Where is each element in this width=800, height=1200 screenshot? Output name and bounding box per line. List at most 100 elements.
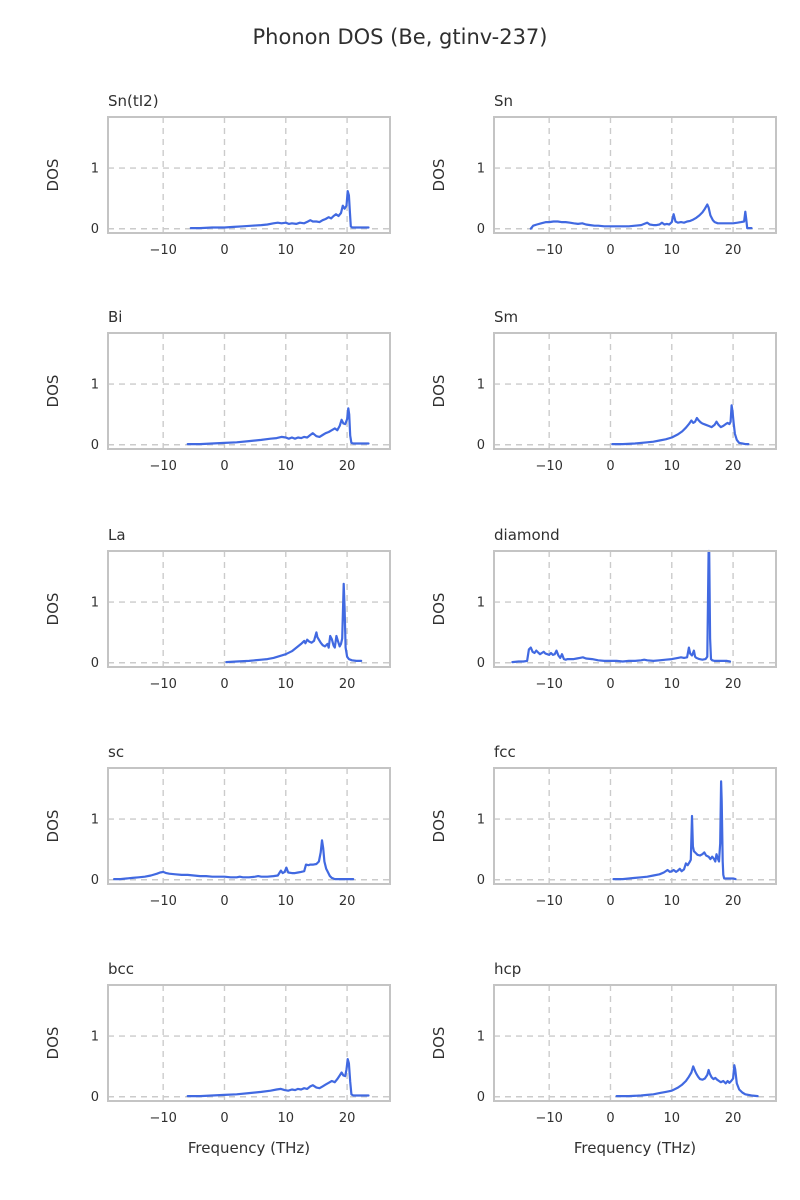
plot-border bbox=[107, 984, 391, 1102]
plot-svg: fcc DOS −10 0 10 20 0 1 bbox=[430, 743, 777, 909]
y-tick-label: 0 bbox=[477, 222, 485, 237]
dos-curve bbox=[611, 404, 750, 446]
subplot-hcp: hcp DOS −10 0 10 20 0 1 Frequency (THz) bbox=[426, 950, 800, 1167]
x-tick-label: 10 bbox=[664, 243, 681, 258]
y-tick-label: 1 bbox=[91, 596, 99, 611]
plot-svg: diamond DOS −10 0 10 20 0 1 bbox=[430, 526, 777, 692]
plot-svg: sc DOS −10 0 10 20 0 1 bbox=[44, 743, 391, 909]
x-tick-label: 20 bbox=[339, 1111, 356, 1126]
plot-svg: Sn(tI2) DOS −10 0 10 20 0 1 bbox=[44, 92, 391, 258]
x-tick-label: 0 bbox=[220, 1111, 228, 1126]
y-axis-label: DOS bbox=[44, 593, 62, 626]
y-tick-label: 0 bbox=[477, 656, 485, 671]
dos-curve bbox=[186, 1058, 370, 1098]
y-axis-label: DOS bbox=[430, 375, 448, 408]
subplot-title: hcp bbox=[494, 960, 521, 978]
y-axis-label: DOS bbox=[44, 1027, 62, 1060]
x-tick-label: −10 bbox=[149, 1111, 176, 1126]
plot-border bbox=[493, 767, 777, 885]
y-axis-label: DOS bbox=[430, 810, 448, 843]
x-tick-label: 20 bbox=[725, 1111, 742, 1126]
plot-area: −10 0 10 20 0 1 bbox=[91, 332, 391, 474]
dos-curve bbox=[615, 1064, 759, 1098]
subplot-sc: sc DOS −10 0 10 20 0 1 bbox=[40, 733, 420, 950]
y-tick-label: 1 bbox=[477, 596, 485, 611]
y-tick-label: 1 bbox=[91, 378, 99, 393]
x-tick-label: 0 bbox=[220, 677, 228, 692]
x-tick-label: 10 bbox=[278, 894, 295, 909]
y-axis-label: DOS bbox=[44, 810, 62, 843]
plot-svg: La DOS −10 0 10 20 0 1 bbox=[44, 526, 391, 692]
plot-svg: hcp DOS −10 0 10 20 0 1 Frequency (THz) bbox=[430, 960, 777, 1157]
x-tick-label: 0 bbox=[606, 243, 614, 258]
plot-border bbox=[107, 332, 391, 450]
x-axis-label: Frequency (THz) bbox=[188, 1139, 310, 1157]
x-tick-label: 20 bbox=[725, 894, 742, 909]
x-tick-label: −10 bbox=[149, 677, 176, 692]
y-tick-label: 1 bbox=[477, 378, 485, 393]
x-tick-label: −10 bbox=[535, 459, 562, 474]
y-tick-label: 0 bbox=[91, 438, 99, 453]
x-tick-label: 0 bbox=[606, 459, 614, 474]
plot-area: −10 0 10 20 0 1 bbox=[477, 116, 777, 258]
plot-area: −10 0 10 20 0 1 bbox=[91, 550, 391, 692]
x-tick-label: −10 bbox=[149, 459, 176, 474]
subplot-sn: Sn DOS −10 0 10 20 0 1 bbox=[426, 82, 800, 299]
x-tick-label: 20 bbox=[725, 459, 742, 474]
subplot-title: Sn bbox=[494, 92, 513, 110]
plot-svg: bcc DOS −10 0 10 20 0 1 Frequency (THz) bbox=[44, 960, 391, 1157]
x-tick-label: −10 bbox=[535, 1111, 562, 1126]
plot-area: −10 0 10 20 0 1 bbox=[91, 767, 391, 909]
y-axis-label: DOS bbox=[430, 159, 448, 192]
dos-curve bbox=[612, 780, 737, 881]
x-tick-label: −10 bbox=[535, 894, 562, 909]
x-tick-label: 20 bbox=[339, 894, 356, 909]
x-tick-label: 10 bbox=[278, 459, 295, 474]
y-tick-label: 0 bbox=[91, 656, 99, 671]
plot-border bbox=[107, 550, 391, 668]
x-tick-label: 10 bbox=[664, 677, 681, 692]
x-tick-label: −10 bbox=[149, 243, 176, 258]
subplot-la: La DOS −10 0 10 20 0 1 bbox=[40, 516, 420, 733]
x-tick-label: 0 bbox=[220, 894, 228, 909]
plot-svg: Sm DOS −10 0 10 20 0 1 bbox=[430, 308, 777, 474]
x-tick-label: 10 bbox=[278, 243, 295, 258]
y-tick-label: 1 bbox=[477, 162, 485, 177]
x-tick-label: 0 bbox=[606, 677, 614, 692]
y-axis-label: DOS bbox=[430, 593, 448, 626]
plot-border bbox=[493, 984, 777, 1102]
subplot-diamond: diamond DOS −10 0 10 20 0 1 bbox=[426, 516, 800, 733]
dos-curve bbox=[529, 203, 753, 230]
y-tick-label: 0 bbox=[477, 873, 485, 888]
plot-area: −10 0 10 20 0 1 bbox=[477, 549, 777, 692]
dos-curve bbox=[113, 839, 355, 881]
x-tick-label: 20 bbox=[339, 243, 356, 258]
subplot-sm: Sm DOS −10 0 10 20 0 1 bbox=[426, 298, 800, 515]
x-axis-label: Frequency (THz) bbox=[574, 1139, 696, 1157]
figure-title: Phonon DOS (Be, gtinv-237) bbox=[252, 25, 548, 49]
plot-border bbox=[493, 332, 777, 450]
subplot-sn-ti2: Sn(tI2) DOS −10 0 10 20 0 1 bbox=[40, 82, 420, 299]
plot-area: −10 0 10 20 0 1 bbox=[477, 984, 777, 1126]
y-axis-label: DOS bbox=[44, 159, 62, 192]
dos-curve bbox=[189, 190, 370, 230]
y-tick-label: 0 bbox=[477, 438, 485, 453]
y-tick-label: 0 bbox=[91, 1090, 99, 1105]
plot-svg: Bi DOS −10 0 10 20 0 1 bbox=[44, 308, 391, 474]
x-tick-label: 20 bbox=[725, 243, 742, 258]
x-tick-label: 20 bbox=[339, 677, 356, 692]
plot-area: −10 0 10 20 0 1 bbox=[477, 332, 777, 474]
plot-area: −10 0 10 20 0 1 bbox=[477, 767, 777, 909]
dos-curve bbox=[225, 582, 363, 664]
y-tick-label: 1 bbox=[477, 1030, 485, 1045]
subplot-bcc: bcc DOS −10 0 10 20 0 1 Frequency (THz) bbox=[40, 950, 420, 1167]
subplot-fcc: fcc DOS −10 0 10 20 0 1 bbox=[426, 733, 800, 950]
y-tick-label: 0 bbox=[91, 873, 99, 888]
y-tick-label: 1 bbox=[477, 813, 485, 828]
subplot-title: Sn(tI2) bbox=[108, 92, 159, 110]
subplot-title: Bi bbox=[108, 308, 122, 326]
subplot-title: bcc bbox=[108, 960, 134, 978]
y-axis-label: DOS bbox=[430, 1027, 448, 1060]
y-tick-label: 0 bbox=[91, 222, 99, 237]
